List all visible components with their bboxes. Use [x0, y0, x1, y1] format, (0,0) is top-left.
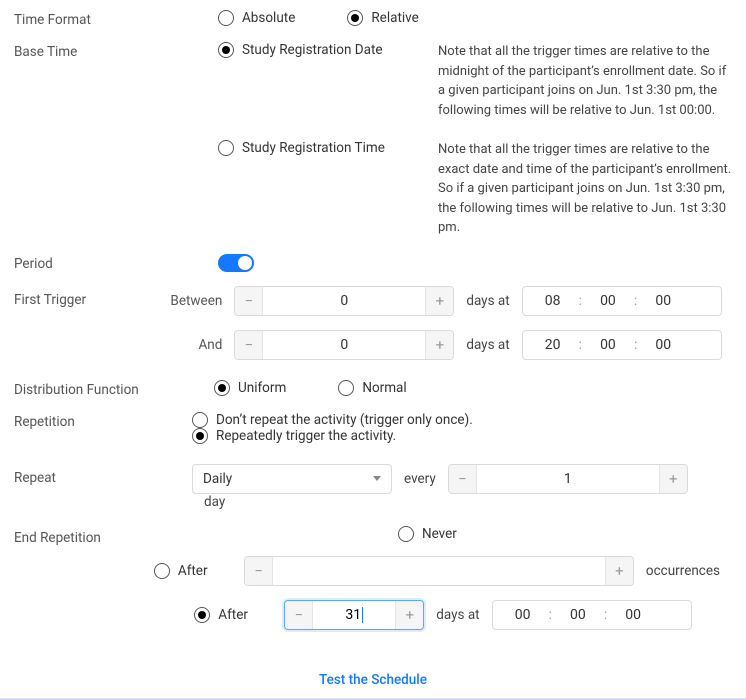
- radio-icon: [214, 380, 230, 396]
- repeat-label: Repeat: [14, 464, 154, 486]
- end-time-input[interactable]: 00 : 00 : 00: [492, 600, 692, 630]
- minus-icon[interactable]: −: [285, 601, 313, 629]
- first-trigger-label: First Trigger: [14, 286, 154, 308]
- end-after-days-radio[interactable]: After: [194, 607, 248, 623]
- plus-icon[interactable]: +: [425, 331, 453, 359]
- base-time-date-radio[interactable]: Study Registration Date: [218, 42, 383, 58]
- between-time-input[interactable]: 08 : 00 : 00: [522, 286, 722, 316]
- time-ss[interactable]: 00: [645, 293, 681, 309]
- plus-icon[interactable]: +: [659, 465, 687, 493]
- radio-label: Study Registration Time: [242, 140, 385, 156]
- radio-icon: [192, 412, 208, 428]
- repetition-repeat-radio[interactable]: Repeatedly trigger the activity.: [192, 428, 396, 444]
- base-time-time-radio[interactable]: Study Registration Time: [218, 140, 385, 156]
- colon-icon: :: [634, 293, 637, 309]
- time-mm[interactable]: 00: [590, 337, 626, 353]
- base-time-time-desc: Note that all the trigger times are rela…: [438, 140, 732, 238]
- colon-icon: :: [549, 607, 552, 623]
- days-at-text: days at: [436, 607, 479, 623]
- radio-label: Uniform: [238, 380, 286, 396]
- end-occurrences-stepper[interactable]: − +: [244, 556, 634, 586]
- radio-icon: [154, 563, 170, 579]
- end-days-stepper[interactable]: − 31 +: [284, 600, 424, 630]
- time-hh[interactable]: 20: [535, 337, 571, 353]
- minus-icon[interactable]: −: [235, 331, 263, 359]
- end-after-occurrences-radio[interactable]: After: [154, 563, 208, 579]
- time-format-label: Time Format: [14, 10, 154, 28]
- radio-label: Repeatedly trigger the activity.: [216, 428, 396, 444]
- stepper-value[interactable]: [273, 557, 605, 585]
- stepper-value[interactable]: 1: [477, 465, 659, 493]
- repetition-label: Repetition: [14, 412, 154, 430]
- stepper-value[interactable]: 31: [313, 601, 395, 629]
- plus-icon[interactable]: +: [395, 601, 423, 629]
- repeat-every-stepper[interactable]: − 1 +: [448, 464, 688, 494]
- day-text: day: [204, 494, 225, 510]
- repetition-once-radio[interactable]: Don’t repeat the activity (trigger only …: [192, 412, 473, 428]
- radio-icon: [218, 10, 234, 26]
- select-value: Daily: [203, 471, 232, 487]
- time-hh[interactable]: 00: [505, 607, 541, 623]
- dist-uniform-radio[interactable]: Uniform: [214, 380, 286, 396]
- time-ss[interactable]: 00: [615, 607, 651, 623]
- repeat-unit-select[interactable]: Daily: [192, 464, 392, 494]
- every-text: every: [404, 471, 436, 487]
- period-label: Period: [14, 254, 154, 272]
- radio-icon: [398, 526, 414, 542]
- minus-icon[interactable]: −: [235, 287, 263, 315]
- period-toggle[interactable]: [218, 254, 254, 272]
- time-mm[interactable]: 00: [560, 607, 596, 623]
- radio-icon: [218, 140, 234, 156]
- radio-label: After: [178, 563, 208, 579]
- minus-icon[interactable]: −: [245, 557, 273, 585]
- time-format-absolute-radio[interactable]: Absolute: [218, 10, 295, 26]
- occurrences-text: occurrences: [646, 563, 720, 579]
- between-days-stepper[interactable]: − 0 +: [234, 286, 454, 316]
- stepper-value[interactable]: 0: [263, 331, 425, 359]
- dist-fn-label: Distribution Function: [14, 380, 214, 398]
- time-hh[interactable]: 08: [535, 293, 571, 309]
- base-time-label: Base Time: [14, 42, 154, 60]
- and-label: And: [164, 337, 234, 353]
- radio-label: Never: [422, 526, 457, 542]
- base-time-date-desc: Note that all the trigger times are rela…: [438, 42, 732, 120]
- radio-icon: [194, 607, 210, 623]
- radio-label: Don’t repeat the activity (trigger only …: [216, 412, 473, 428]
- end-never-radio[interactable]: Never: [398, 526, 457, 542]
- end-repetition-label: End Repetition: [14, 526, 154, 546]
- colon-icon: :: [634, 337, 637, 353]
- radio-icon: [347, 10, 363, 26]
- time-mm[interactable]: 00: [590, 293, 626, 309]
- and-time-input[interactable]: 20 : 00 : 00: [522, 330, 722, 360]
- days-at-text: days at: [466, 293, 509, 309]
- radio-label: After: [218, 607, 248, 623]
- minus-icon[interactable]: −: [449, 465, 477, 493]
- radio-icon: [192, 428, 208, 444]
- chevron-down-icon: [373, 476, 381, 481]
- radio-icon: [338, 380, 354, 396]
- radio-label: Study Registration Date: [242, 42, 383, 58]
- stepper-value[interactable]: 0: [263, 287, 425, 315]
- dist-normal-radio[interactable]: Normal: [338, 380, 406, 396]
- radio-icon: [218, 42, 234, 58]
- radio-label: Absolute: [242, 10, 295, 26]
- time-ss[interactable]: 00: [645, 337, 681, 353]
- days-at-text: days at: [466, 337, 509, 353]
- colon-icon: :: [579, 293, 582, 309]
- plus-icon[interactable]: +: [425, 287, 453, 315]
- and-days-stepper[interactable]: − 0 +: [234, 330, 454, 360]
- time-format-relative-radio[interactable]: Relative: [347, 10, 418, 26]
- between-label: Between: [164, 293, 234, 309]
- colon-icon: :: [579, 337, 582, 353]
- colon-icon: :: [604, 607, 607, 623]
- plus-icon[interactable]: +: [605, 557, 633, 585]
- test-schedule-link[interactable]: Test the Schedule: [0, 672, 746, 688]
- radio-label: Normal: [362, 380, 406, 396]
- radio-label: Relative: [371, 10, 418, 26]
